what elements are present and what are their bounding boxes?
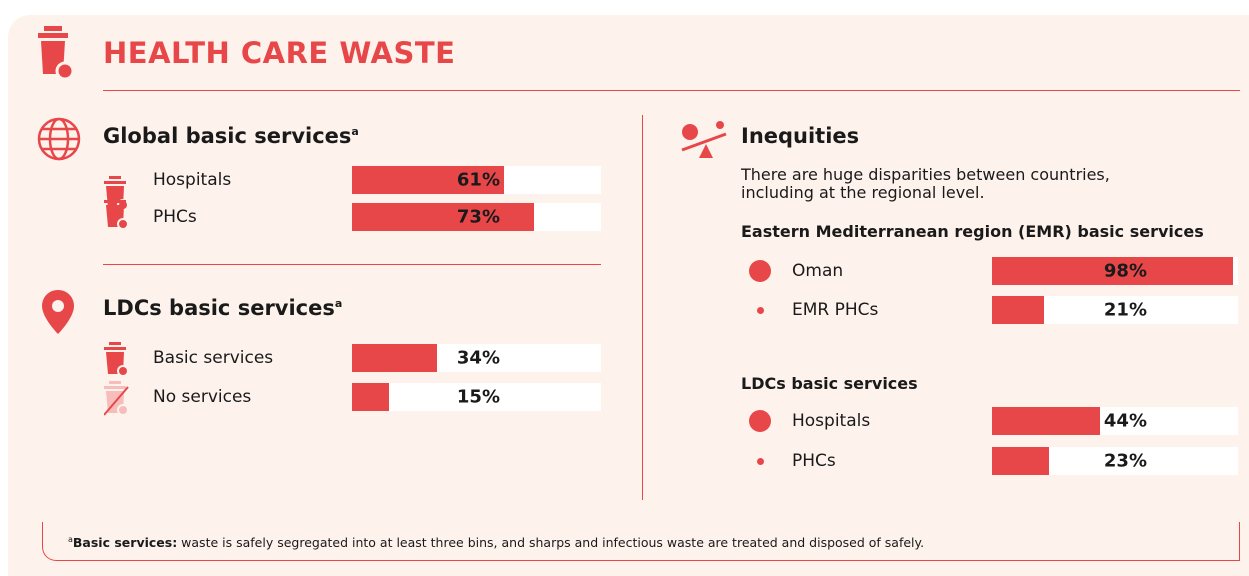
bar-track bbox=[992, 257, 1238, 285]
title-rule bbox=[103, 90, 1240, 91]
bar-track bbox=[992, 407, 1238, 435]
panel bbox=[8, 15, 1249, 576]
bar bbox=[352, 383, 390, 411]
section-title: Global basic servicesa bbox=[103, 124, 359, 148]
bar bbox=[352, 203, 534, 231]
value-label: 44% bbox=[1103, 410, 1147, 432]
value-label: 34% bbox=[456, 347, 500, 369]
column-divider bbox=[642, 115, 643, 500]
row-label: EMR PHCs bbox=[792, 300, 879, 320]
row-label: Basic services bbox=[153, 348, 274, 368]
dot bbox=[749, 260, 771, 282]
dot bbox=[756, 457, 764, 465]
value-label: 15% bbox=[456, 386, 500, 408]
paragraph-line: including at the regional level. bbox=[741, 183, 985, 202]
group-title: LDCs basic services bbox=[741, 374, 918, 393]
bar-track bbox=[992, 296, 1238, 324]
value-label: 23% bbox=[1103, 450, 1147, 472]
paragraph-line: There are huge disparities between count… bbox=[741, 165, 1110, 184]
row-label: PHCs bbox=[153, 207, 197, 227]
row-label: Hospitals bbox=[153, 170, 232, 190]
bar-track bbox=[352, 383, 601, 411]
section-title-text: Global basic services bbox=[103, 124, 352, 148]
pin-icon bbox=[42, 290, 74, 334]
bin-icon bbox=[38, 26, 75, 81]
row-icon bbox=[104, 342, 134, 382]
section-title: Inequities bbox=[741, 124, 860, 148]
value-label: 21% bbox=[1103, 299, 1147, 321]
value-label: 98% bbox=[1103, 260, 1147, 282]
value-label: 61% bbox=[456, 169, 500, 191]
bar-track bbox=[352, 344, 601, 372]
value-label: 73% bbox=[456, 206, 500, 228]
footnote: aBasic services: waste is safely segrega… bbox=[68, 535, 924, 550]
superscript: a bbox=[351, 125, 359, 138]
footnote-marker: a bbox=[68, 535, 73, 544]
row-label: PHCs bbox=[792, 451, 836, 471]
title: HEALTH CARE WASTE bbox=[103, 36, 456, 70]
bar bbox=[992, 447, 1049, 475]
group-title: Eastern Mediterranean region (EMR) basic… bbox=[741, 222, 1204, 241]
bar-track bbox=[992, 447, 1238, 475]
bar bbox=[992, 257, 1234, 285]
footnote-text: waste is safely segregated into at least… bbox=[177, 535, 925, 551]
row-icon bbox=[103, 381, 134, 421]
bar bbox=[352, 344, 437, 372]
bar bbox=[992, 296, 1044, 324]
superscript: a bbox=[334, 297, 343, 310]
footnote-term: Basic services: bbox=[72, 535, 178, 551]
globe-icon bbox=[37, 117, 81, 161]
dot bbox=[756, 306, 764, 314]
row-label: Hospitals bbox=[792, 411, 871, 431]
row-label: Oman bbox=[792, 261, 844, 281]
row-icon bbox=[104, 195, 134, 235]
dot bbox=[749, 410, 771, 432]
footnote-box bbox=[42, 522, 1240, 561]
section-title: LDCs basic servicesa bbox=[103, 296, 342, 320]
divider bbox=[103, 264, 601, 265]
row-label: No services bbox=[153, 387, 252, 407]
bar-track bbox=[352, 166, 601, 194]
bar bbox=[352, 166, 504, 194]
bar-track bbox=[352, 203, 601, 231]
section-title-text: LDCs basic services bbox=[103, 296, 335, 320]
bar bbox=[992, 407, 1101, 435]
scale-icon bbox=[681, 121, 727, 158]
